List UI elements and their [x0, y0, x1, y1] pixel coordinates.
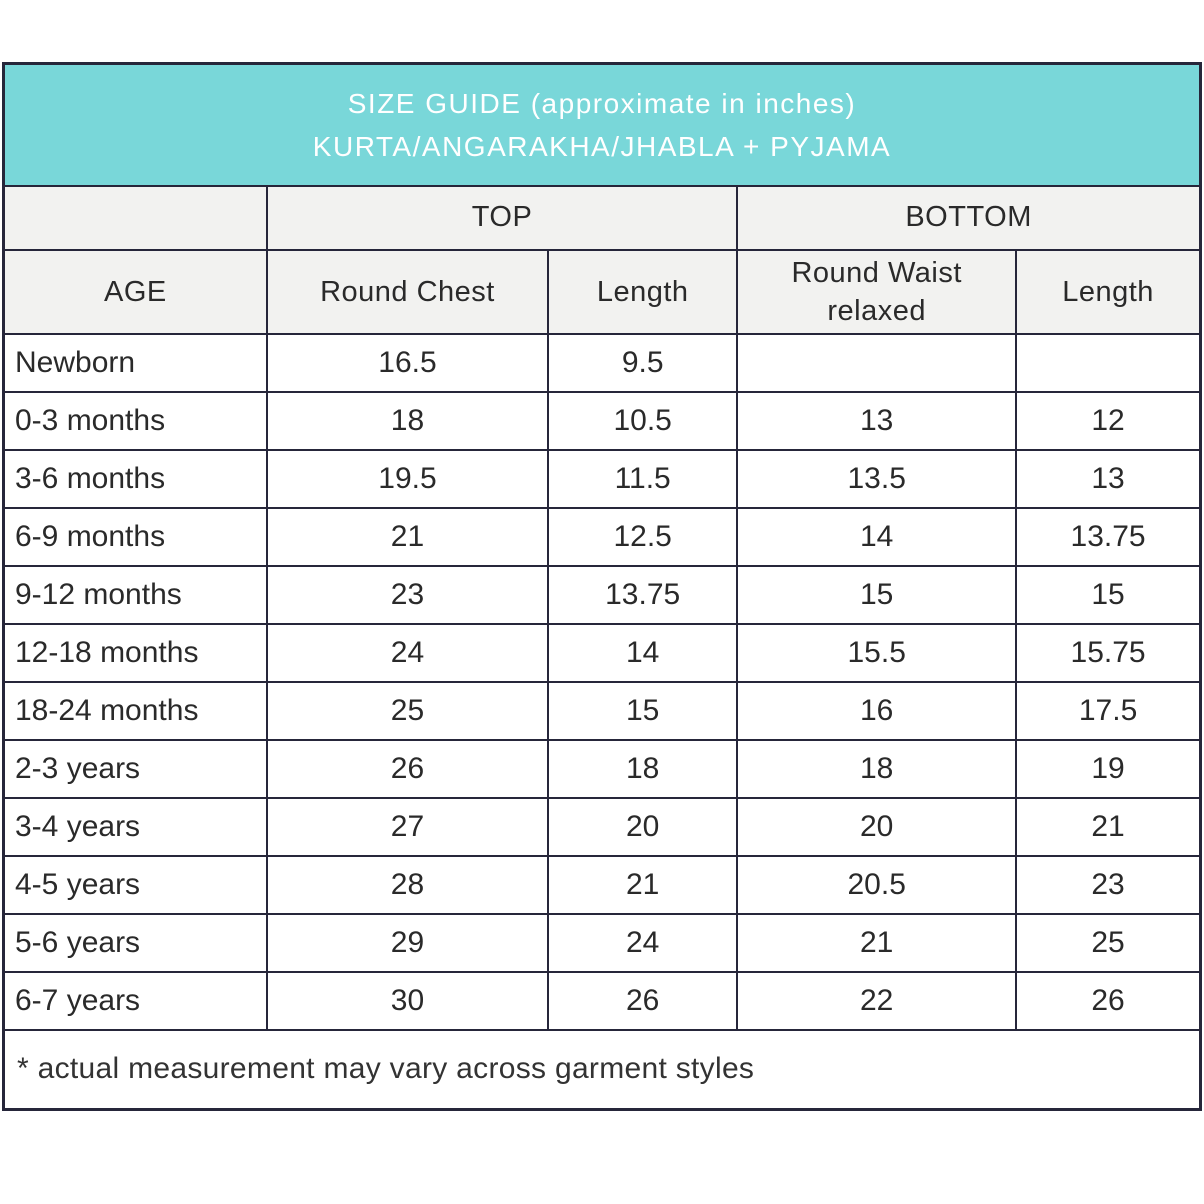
age-cell: 9-12 months [2, 564, 268, 625]
table-row: 6-7 years 30 26 22 26 [2, 970, 1202, 1031]
size-guide: SIZE GUIDE (approximate in inches) KURTA… [2, 62, 1202, 1111]
age-cell: 18-24 months [2, 680, 268, 741]
bottom-length-cell: 15.75 [1015, 622, 1202, 683]
chest-cell: 25 [265, 680, 550, 741]
chest-cell: 30 [265, 970, 550, 1031]
column-header-bottom-length: Length [1015, 248, 1202, 335]
age-cell: 6-7 years [2, 970, 268, 1031]
top-length-cell: 11.5 [547, 448, 739, 509]
bottom-length-cell: 19 [1015, 738, 1202, 799]
table-row: 12-18 months 24 14 15.5 15.75 [2, 622, 1202, 683]
age-cell: Newborn [2, 332, 268, 393]
top-length-cell: 26 [547, 970, 739, 1031]
size-guide-table: SIZE GUIDE (approximate in inches) KURTA… [2, 62, 1202, 1111]
waist-cell: 18 [736, 738, 1018, 799]
chest-cell: 21 [265, 506, 550, 567]
bottom-length-cell: 21 [1015, 796, 1202, 857]
age-cell: 2-3 years [2, 738, 268, 799]
bottom-length-cell: 26 [1015, 970, 1202, 1031]
waist-cell [736, 332, 1018, 393]
bottom-length-cell: 15 [1015, 564, 1202, 625]
chest-cell: 19.5 [265, 448, 550, 509]
table-row: 9-12 months 23 13.75 15 15 [2, 564, 1202, 625]
top-length-cell: 24 [547, 912, 739, 973]
corner-empty-cell [2, 184, 268, 251]
table-row: Newborn 16.5 9.5 [2, 332, 1202, 393]
age-cell: 3-6 months [2, 448, 268, 509]
group-header-row: TOP BOTTOM [2, 184, 1202, 251]
chest-cell: 23 [265, 564, 550, 625]
bottom-length-cell: 13 [1015, 448, 1202, 509]
table-row: 4-5 years 28 21 20.5 23 [2, 854, 1202, 915]
column-header-round-waist: Round Waist relaxed [736, 248, 1018, 335]
chest-cell: 18 [265, 390, 550, 451]
waist-cell: 21 [736, 912, 1018, 973]
top-length-cell: 14 [547, 622, 739, 683]
age-cell: 6-9 months [2, 506, 268, 567]
top-length-cell: 13.75 [547, 564, 739, 625]
column-header-age: AGE [2, 248, 268, 335]
column-header-row: AGE Round Chest Length Round Waist relax… [2, 248, 1202, 335]
table-row: 0-3 months 18 10.5 13 12 [2, 390, 1202, 451]
waist-cell: 14 [736, 506, 1018, 567]
top-length-cell: 20 [547, 796, 739, 857]
age-cell: 0-3 months [2, 390, 268, 451]
column-header-round-chest: Round Chest [265, 248, 550, 335]
waist-cell: 13 [736, 390, 1018, 451]
footnote-text: * actual measurement may vary across gar… [2, 1028, 1202, 1111]
bottom-length-cell: 13.75 [1015, 506, 1202, 567]
waist-cell: 20 [736, 796, 1018, 857]
bottom-length-cell: 23 [1015, 854, 1202, 915]
bottom-length-cell: 25 [1015, 912, 1202, 973]
chest-cell: 27 [265, 796, 550, 857]
group-header-top: TOP [265, 184, 739, 251]
banner-row: SIZE GUIDE (approximate in inches) KURTA… [2, 62, 1202, 187]
title-line-2: KURTA/ANGARAKHA/JHABLA + PYJAMA [312, 130, 892, 162]
table-title-banner: SIZE GUIDE (approximate in inches) KURTA… [2, 62, 1202, 187]
title-line-1: SIZE GUIDE (approximate in inches) [347, 87, 857, 119]
footnote-row: * actual measurement may vary across gar… [2, 1028, 1202, 1111]
age-cell: 4-5 years [2, 854, 268, 915]
age-cell: 12-18 months [2, 622, 268, 683]
chest-cell: 28 [265, 854, 550, 915]
waist-cell: 22 [736, 970, 1018, 1031]
top-length-cell: 18 [547, 738, 739, 799]
top-length-cell: 12.5 [547, 506, 739, 567]
waist-cell: 15 [736, 564, 1018, 625]
age-cell: 3-4 years [2, 796, 268, 857]
table-row: 6-9 months 21 12.5 14 13.75 [2, 506, 1202, 567]
table-row: 2-3 years 26 18 18 19 [2, 738, 1202, 799]
bottom-length-cell: 12 [1015, 390, 1202, 451]
table-row: 18-24 months 25 15 16 17.5 [2, 680, 1202, 741]
table-row: 3-4 years 27 20 20 21 [2, 796, 1202, 857]
waist-cell: 15.5 [736, 622, 1018, 683]
chest-cell: 26 [265, 738, 550, 799]
waist-cell: 13.5 [736, 448, 1018, 509]
column-header-top-length: Length [547, 248, 739, 335]
chest-cell: 24 [265, 622, 550, 683]
top-length-cell: 15 [547, 680, 739, 741]
age-cell: 5-6 years [2, 912, 268, 973]
top-length-cell: 10.5 [547, 390, 739, 451]
top-length-cell: 21 [547, 854, 739, 915]
group-header-bottom: BOTTOM [736, 184, 1202, 251]
bottom-length-cell [1015, 332, 1202, 393]
top-length-cell: 9.5 [547, 332, 739, 393]
waist-cell: 20.5 [736, 854, 1018, 915]
table-row: 3-6 months 19.5 11.5 13.5 13 [2, 448, 1202, 509]
table-row: 5-6 years 29 24 21 25 [2, 912, 1202, 973]
waist-cell: 16 [736, 680, 1018, 741]
chest-cell: 16.5 [265, 332, 550, 393]
bottom-length-cell: 17.5 [1015, 680, 1202, 741]
chest-cell: 29 [265, 912, 550, 973]
